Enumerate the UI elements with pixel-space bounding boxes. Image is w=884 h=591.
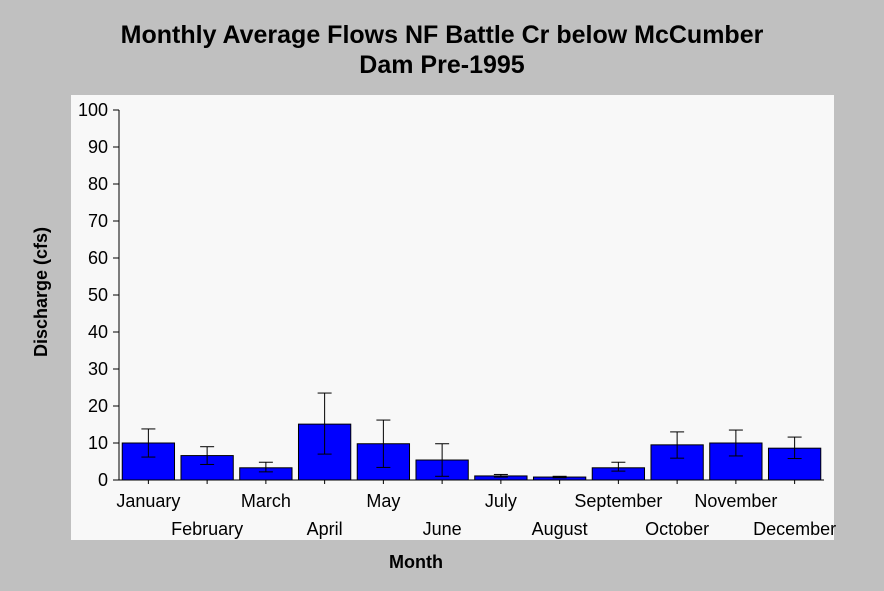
y-tick-label: 50 — [88, 285, 108, 305]
x-tick-label-may: May — [366, 491, 400, 511]
y-tick-label: 80 — [88, 174, 108, 194]
y-tick-label: 30 — [88, 359, 108, 379]
x-tick-label-november: November — [694, 491, 777, 511]
x-tick-label-september: September — [574, 491, 662, 511]
chart-title-line-1: Monthly Average Flows NF Battle Cr below… — [120, 21, 764, 49]
x-tick-label-july: July — [485, 491, 517, 511]
chart-title-line-2: Dam Pre-1995 — [359, 51, 525, 79]
y-tick-label: 0 — [98, 470, 108, 490]
chart-title: Monthly Average Flows NF Battle Cr below… — [0, 20, 884, 80]
x-tick-label-june: June — [423, 519, 462, 539]
y-tick-label: 70 — [88, 211, 108, 231]
y-ticks: 0 10 20 30 40 50 60 70 80 90 100 — [78, 100, 119, 490]
x-tick-label-october: October — [645, 519, 709, 539]
x-tick-label-august: August — [532, 519, 588, 539]
error-bars — [141, 392, 802, 479]
y-tick-label: 10 — [88, 433, 108, 453]
x-tick-label-march: March — [241, 491, 291, 511]
y-tick-label: 20 — [88, 396, 108, 416]
y-tick-label: 100 — [78, 100, 108, 120]
y-tick-label: 60 — [88, 248, 108, 268]
x-tick-labels: January February March April May June July Augu… — [116, 480, 836, 539]
y-tick-label: 40 — [88, 322, 108, 342]
x-tick-label-april: April — [307, 519, 343, 539]
x-tick-label-december: December — [753, 519, 836, 539]
y-axis-label: Discharge (cfs) — [31, 227, 51, 357]
y-tick-label: 90 — [88, 137, 108, 157]
x-tick-label-january: January — [116, 491, 180, 511]
x-axis-label: Month — [389, 552, 443, 572]
x-tick-label-february: February — [171, 519, 243, 539]
